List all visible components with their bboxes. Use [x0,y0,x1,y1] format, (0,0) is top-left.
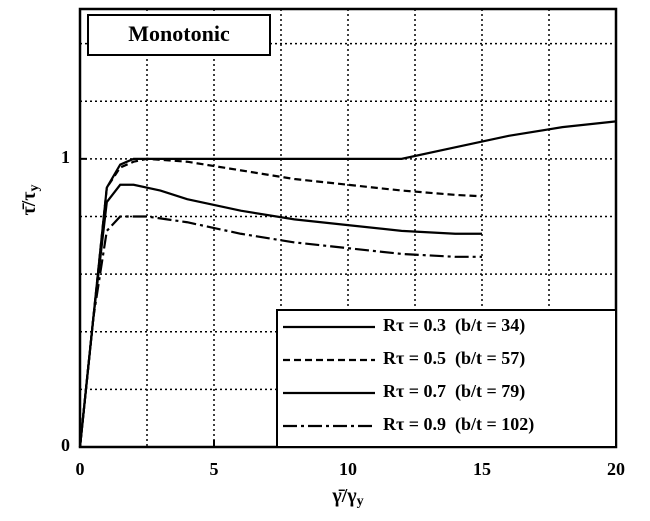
legend-label: Rτ = 0.7 (b/t = 79) [383,381,525,402]
legend-label: Rτ = 0.9 (b/t = 102) [383,414,534,435]
x-tick-label: 0 [76,459,85,479]
x-label-main: γ̄/γ [331,485,357,507]
series-line [78,183,482,448]
x-label-sub: y [357,494,364,509]
series-line [78,215,482,448]
y-tick-label: 0 [61,435,70,455]
annotation: Monotonic [128,21,230,46]
x-tick-label: 5 [210,459,219,479]
legend-label: Rτ = 0.5 (b/t = 57) [383,348,525,369]
annotation-box [87,14,271,56]
x-tick-label: 15 [473,459,491,479]
y-label-main: τ̄/τ [18,192,40,216]
x-tick-label: 20 [607,459,625,479]
x-label: γ̄/γy [331,485,363,510]
y-label-sub: y [27,185,42,192]
x-tick-label: 10 [339,459,357,479]
legend-box [276,309,617,448]
legend-label: Rτ = 0.3 (b/t = 34) [383,315,525,336]
y-label: τ̄/τy [18,185,43,216]
y-tick-label: 1 [61,147,70,167]
series-line [78,157,483,448]
